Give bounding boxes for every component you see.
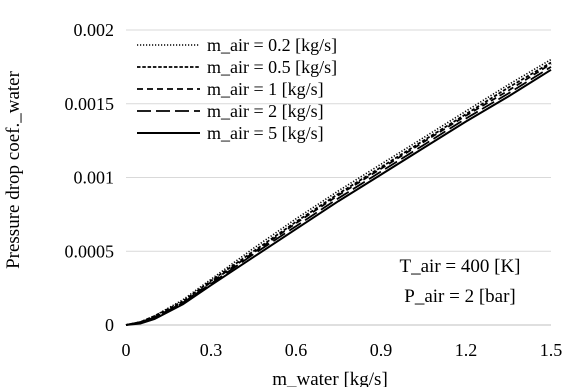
legend-label: m_air = 0.2 [kg/s] xyxy=(207,35,337,55)
y-tick-label: 0.0005 xyxy=(65,241,115,261)
annotation-t-air: T_air = 400 [K] xyxy=(400,256,521,277)
y-ticks: 0 0.0005 0.001 0.0015 0.002 xyxy=(65,20,115,335)
series-line xyxy=(125,58,552,326)
y-tick-label: 0 xyxy=(105,315,114,335)
x-tick-label: 0 xyxy=(122,340,131,360)
y-tick-label: 0.002 xyxy=(74,20,115,40)
y-axis-label: Pressure drop coef._water xyxy=(3,70,24,269)
x-tick-label: 1.2 xyxy=(455,340,478,360)
x-tick-label: 0.6 xyxy=(285,340,308,360)
legend-label: m_air = 1 [kg/s] xyxy=(207,79,324,99)
y-tick-label: 0.0015 xyxy=(65,94,115,114)
x-tick-label: 0.9 xyxy=(370,340,393,360)
x-tick-label: 1.5 xyxy=(540,340,563,360)
legend-label: m_air = 5 [kg/s] xyxy=(207,123,324,143)
gridlines xyxy=(126,29,551,252)
x-axis-label: m_water [kg/s] xyxy=(272,369,388,387)
series-line xyxy=(125,63,552,326)
legend: m_air = 0.2 [kg/s]m_air = 0.5 [kg/s]m_ai… xyxy=(137,35,337,143)
series-lines xyxy=(125,58,552,326)
series-line xyxy=(125,66,552,326)
x-ticks: 0 0.3 0.6 0.9 1.2 1.5 xyxy=(122,340,563,360)
y-tick-label: 0.001 xyxy=(74,168,115,188)
legend-label: m_air = 0.5 [kg/s] xyxy=(207,57,337,77)
series-line xyxy=(125,68,552,326)
x-tick-label: 0.3 xyxy=(200,340,223,360)
legend-label: m_air = 2 [kg/s] xyxy=(207,101,324,121)
annotation-p-air: P_air = 2 [bar] xyxy=(404,286,516,307)
series-line xyxy=(125,61,552,326)
